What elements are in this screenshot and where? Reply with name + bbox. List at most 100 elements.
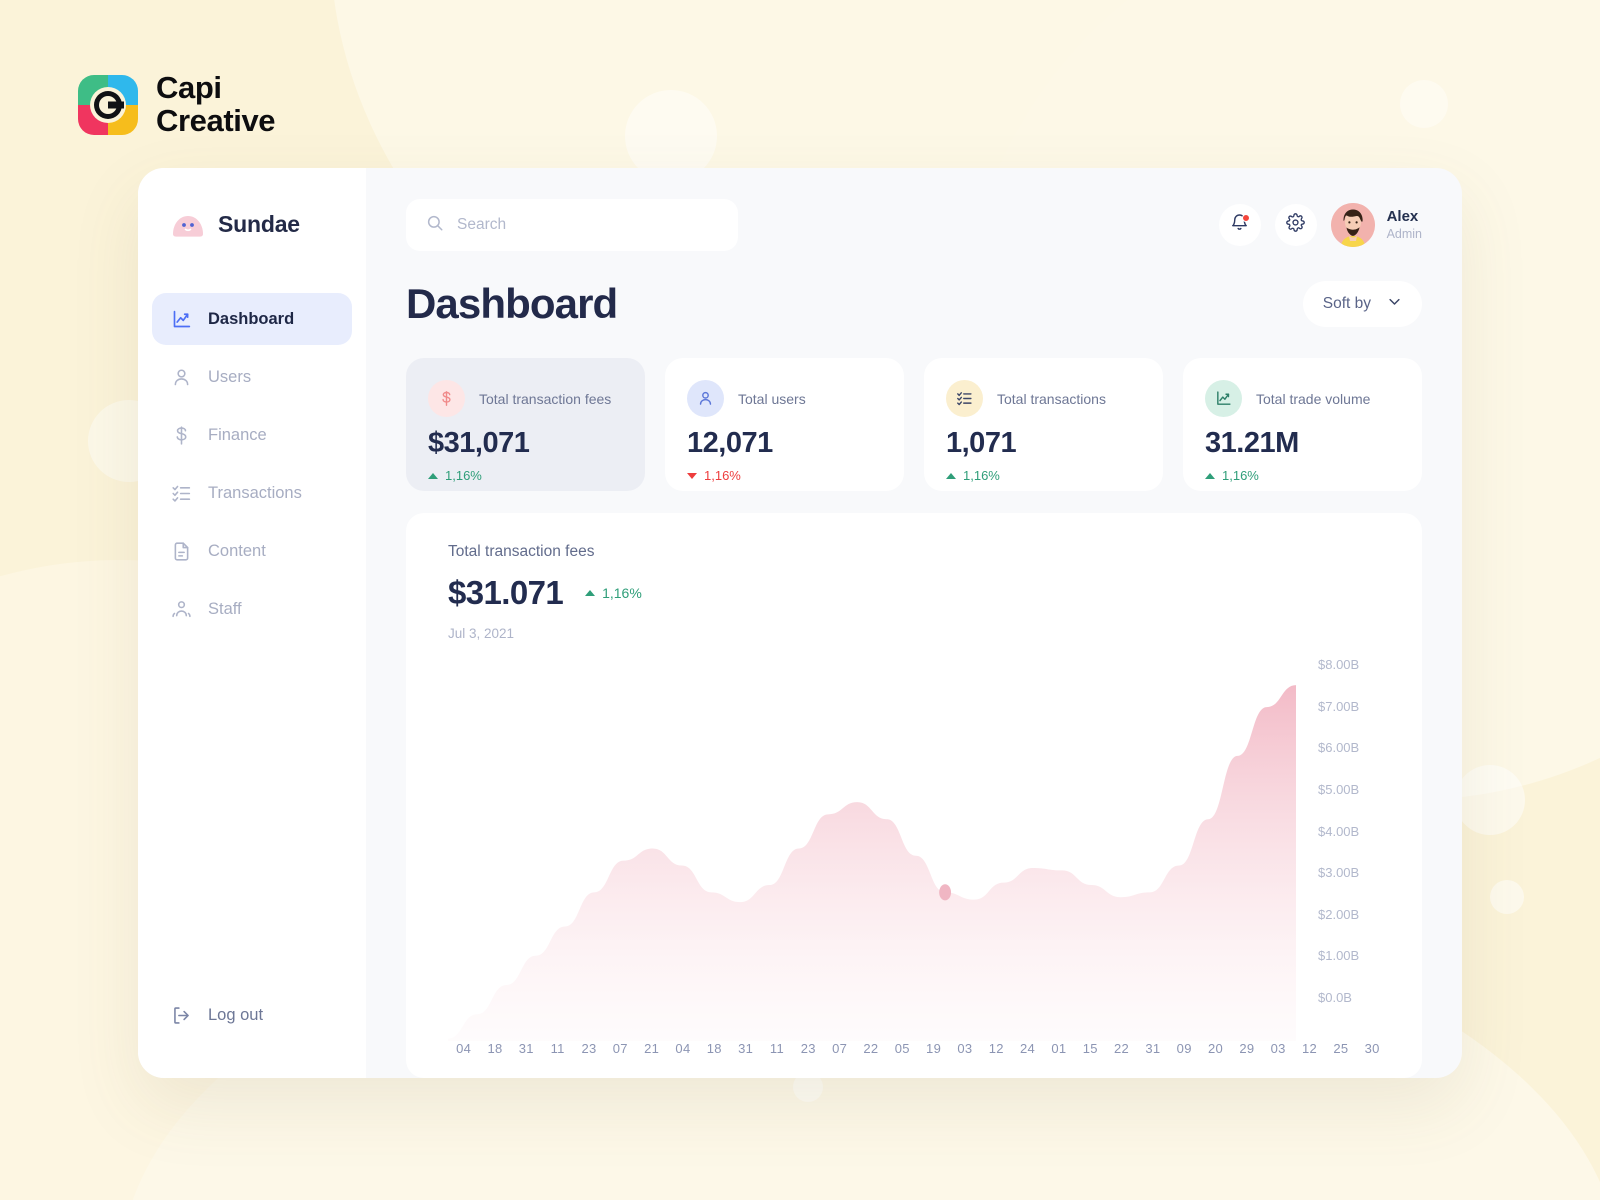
dollar-icon bbox=[170, 424, 192, 446]
search-input[interactable] bbox=[457, 216, 718, 234]
y-tick-label: $0.0B bbox=[1318, 990, 1352, 1005]
stat-card-delta: 1,16% bbox=[428, 468, 623, 483]
chart-summary: $31.071 1,16% bbox=[448, 574, 1388, 612]
user-menu[interactable]: Alex Admin bbox=[1330, 203, 1422, 247]
x-tick-label: 18 bbox=[706, 1041, 722, 1056]
arrow-up-icon bbox=[1205, 472, 1215, 479]
stat-card-trade-volume[interactable]: Total trade volume 31.21M 1,16% bbox=[1183, 358, 1422, 491]
notifications-button[interactable] bbox=[1218, 204, 1261, 246]
chart-date: Jul 3, 2021 bbox=[448, 626, 515, 641]
settings-button[interactable] bbox=[1274, 204, 1317, 246]
app-name: Sundae bbox=[218, 210, 300, 237]
stat-card-total-transactions[interactable]: Total transactions 1,071 1,16% bbox=[924, 358, 1163, 491]
arrow-up-icon bbox=[428, 472, 438, 479]
x-tick-label: 23 bbox=[800, 1041, 816, 1056]
arrow-down-icon bbox=[687, 472, 697, 479]
stat-card-delta: 1,16% bbox=[687, 468, 882, 483]
stat-card-value: 1,071 bbox=[946, 427, 1017, 459]
page-title: Dashboard bbox=[406, 280, 618, 327]
sidebar-item-label: Content bbox=[208, 541, 266, 560]
sidebar-item-content[interactable]: Content bbox=[152, 525, 352, 577]
sort-by-label: Soft by bbox=[1322, 295, 1371, 312]
sidebar-item-label: Users bbox=[208, 367, 252, 386]
capi-logo-icon bbox=[78, 74, 138, 135]
x-tick-label: 25 bbox=[1333, 1041, 1349, 1056]
x-tick-label: 12 bbox=[1301, 1041, 1318, 1056]
x-tick-label: 18 bbox=[487, 1041, 503, 1056]
y-tick-label: $5.00B bbox=[1318, 781, 1360, 797]
x-tick-label: 24 bbox=[1020, 1041, 1036, 1056]
area-chart[interactable] bbox=[448, 651, 1296, 1041]
x-tick-label: 22 bbox=[1114, 1041, 1130, 1056]
y-tick-label: $6.00B bbox=[1318, 740, 1360, 756]
search-icon bbox=[426, 214, 444, 237]
sidebar-item-users[interactable]: Users bbox=[152, 351, 352, 403]
stat-card-total-users[interactable]: Total users 12,071 1,16% bbox=[665, 358, 904, 491]
y-tick-label: $8.00B bbox=[1318, 657, 1360, 672]
chart-value: $31.071 bbox=[448, 574, 564, 611]
x-tick-label: 07 bbox=[612, 1041, 628, 1056]
stat-card-transaction-fees[interactable]: Total transaction fees $31,071 1,16% bbox=[406, 358, 645, 491]
x-tick-label: 19 bbox=[926, 1041, 942, 1056]
sidebar-item-transactions[interactable]: Transactions bbox=[152, 467, 352, 519]
gear-icon bbox=[1286, 213, 1305, 237]
user-role: Admin bbox=[1386, 226, 1422, 241]
stat-card-value: $31,071 bbox=[428, 427, 530, 459]
app-window: Sundae Dashboard bbox=[138, 168, 1462, 1078]
stat-cards: Total transaction fees $31,071 1,16% bbox=[406, 358, 1422, 491]
user-icon bbox=[170, 366, 192, 388]
stat-card-label: Total users bbox=[738, 390, 806, 407]
sort-by-dropdown[interactable]: Soft by bbox=[1302, 281, 1422, 327]
x-tick-label: 21 bbox=[644, 1041, 660, 1056]
brand-line-2: Creative bbox=[156, 102, 276, 138]
sidebar-item-label: Finance bbox=[208, 425, 267, 444]
top-bar: Alex Admin bbox=[406, 198, 1422, 252]
stat-card-value: 12,071 bbox=[687, 427, 773, 459]
x-tick-label: 29 bbox=[1239, 1041, 1255, 1056]
page-header: Dashboard Soft by bbox=[406, 280, 1422, 328]
x-tick-label: 30 bbox=[1364, 1041, 1380, 1056]
area-chart-svg bbox=[448, 651, 1296, 1041]
chart-line-icon bbox=[170, 308, 192, 330]
stat-card-delta-value: 1,16% bbox=[704, 468, 741, 483]
logout-button[interactable]: Log out bbox=[138, 1004, 366, 1026]
x-tick-label: 15 bbox=[1082, 1041, 1098, 1056]
stat-card-label: Total trade volume bbox=[1256, 390, 1371, 407]
sidebar-item-label: Staff bbox=[208, 599, 242, 618]
app-logo[interactable]: Sundae bbox=[138, 200, 366, 238]
bell-icon bbox=[1230, 213, 1249, 237]
avatar bbox=[1330, 203, 1375, 247]
stat-card-delta-value: 1,16% bbox=[1222, 468, 1259, 483]
sidebar-item-dashboard[interactable]: Dashboard bbox=[152, 293, 352, 345]
main-content: Alex Admin Dashboard Soft by bbox=[366, 168, 1462, 1078]
x-tick-label: 01 bbox=[1051, 1041, 1067, 1056]
x-tick-label: 05 bbox=[894, 1041, 910, 1056]
checklist-icon bbox=[946, 380, 983, 417]
sidebar: Sundae Dashboard bbox=[138, 168, 366, 1078]
decorative-circle bbox=[1455, 765, 1525, 835]
x-tick-label: 31 bbox=[518, 1041, 534, 1056]
x-tick-label: 11 bbox=[550, 1041, 565, 1056]
decorative-circle bbox=[1400, 80, 1448, 128]
x-tick-label: 31 bbox=[738, 1041, 754, 1056]
stat-card-delta: 1,16% bbox=[946, 468, 1141, 483]
capi-creative-wordmark: Capi Creative bbox=[156, 71, 276, 138]
capi-creative-logo: Capi Creative bbox=[78, 71, 276, 138]
stat-card-value: 31.21M bbox=[1205, 427, 1299, 459]
chart-title: Total transaction fees bbox=[448, 543, 595, 560]
x-tick-label: 20 bbox=[1208, 1041, 1224, 1056]
x-tick-label: 04 bbox=[675, 1041, 691, 1056]
sidebar-item-staff[interactable]: Staff bbox=[152, 583, 352, 635]
chart-delta-value: 1,16% bbox=[602, 585, 642, 601]
x-tick-label: 11 bbox=[769, 1041, 784, 1056]
user-info: Alex Admin bbox=[1387, 208, 1422, 242]
sidebar-item-finance[interactable]: Finance bbox=[152, 409, 352, 461]
chart-plot-area: $8.00B $7.00B $6.00B $5.00B $4.00B $3.00B $2.0… bbox=[448, 651, 1388, 1041]
stat-card-delta-value: 1,16% bbox=[445, 468, 482, 483]
search-box[interactable] bbox=[406, 199, 738, 251]
x-tick-label: 23 bbox=[581, 1041, 597, 1056]
chevron-down-icon bbox=[1387, 294, 1402, 314]
sidebar-item-label: Transactions bbox=[208, 483, 302, 502]
stat-card-delta-value: 1,16% bbox=[963, 468, 1000, 483]
x-tick-label: 12 bbox=[988, 1041, 1004, 1056]
